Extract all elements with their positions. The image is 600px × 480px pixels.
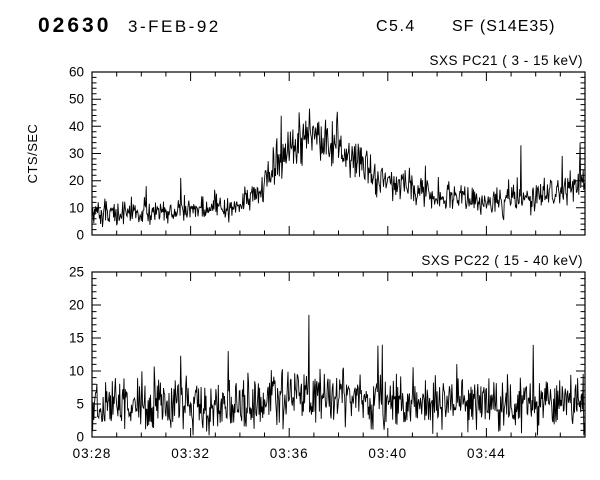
- x-tick-label: 03:32: [171, 446, 210, 461]
- pc21-ytick-label: 20: [69, 173, 84, 188]
- pc21-ytick-label: 50: [69, 92, 84, 107]
- pc21-title: SXS PC21 ( 3 - 15 keV): [429, 53, 583, 68]
- pc22-panel: 0 5 10 15 20 25 SXS PC22 ( 15 - 40 keV) 03:28 03…: [69, 253, 586, 461]
- pc21-panel: 0 10 20 30 40 50 60 SXS PC21 ( 3 - 15 keV) CTS/S…: [25, 53, 586, 243]
- x-tick-label: 03:44: [467, 446, 506, 461]
- pc22-ytick-label: 20: [69, 298, 84, 313]
- x-tick-label: 03:40: [368, 446, 407, 461]
- header: 02630 3-FEB-92 C5.4 SF (S14E35): [0, 14, 600, 48]
- pc22-tick-marks: [91, 271, 586, 438]
- event-date: 3-FEB-92: [128, 17, 221, 36]
- pc21-ytick-label: 40: [69, 119, 84, 134]
- pc21-ytick-label: 30: [69, 146, 84, 161]
- pc22-ytick-label: 0: [76, 430, 84, 445]
- x-tick-label: 03:36: [270, 446, 309, 461]
- pc21-ytick-label: 60: [69, 65, 84, 80]
- flare-designation: SF (S14E35): [452, 18, 556, 35]
- event-id: 02630: [38, 14, 112, 37]
- pc22-data-trace: [92, 314, 585, 436]
- pc21-ylabel: CTS/SEC: [25, 124, 40, 184]
- pc22-ytick-label: 10: [69, 364, 84, 379]
- pc22-ytick-label: 15: [69, 331, 84, 346]
- pc22-ytick-label: 25: [69, 265, 84, 280]
- goes-class: C5.4: [376, 18, 416, 35]
- pc21-tick-marks: [91, 71, 586, 236]
- x-tick-label: 03:28: [73, 446, 112, 461]
- pc21-data-trace: [92, 108, 585, 228]
- pc21-ytick-label: 0: [76, 228, 84, 243]
- pc22-ytick-label: 5: [76, 397, 84, 412]
- pc21-ytick-label: 10: [69, 200, 84, 215]
- pc22-title: SXS PC22 ( 15 - 40 keV): [421, 253, 583, 268]
